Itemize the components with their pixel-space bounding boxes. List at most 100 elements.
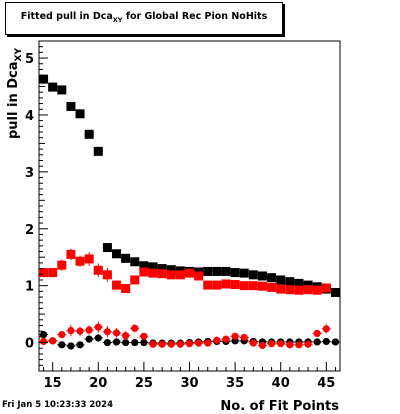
- data-point-circle: [331, 338, 340, 346]
- data-point-square: [239, 268, 249, 278]
- data-point-square: [203, 280, 213, 290]
- data-point-square: [212, 280, 222, 290]
- y-tick-label: 4: [25, 109, 34, 124]
- data-point-square: [330, 287, 340, 297]
- data-point-square: [166, 265, 176, 275]
- data-point-circle: [39, 337, 48, 346]
- x-tick-label: 15: [44, 376, 62, 391]
- x-tick-label: 45: [317, 376, 335, 391]
- y-tick-label: 2: [25, 223, 34, 238]
- data-point-square: [130, 275, 140, 285]
- data-point-circle: [76, 327, 84, 335]
- data-point-square: [248, 281, 258, 291]
- y-axis-label-sub: XY: [14, 48, 24, 62]
- data-point-circle: [112, 329, 121, 337]
- data-point-circle: [85, 326, 93, 334]
- data-point-circle: [322, 325, 330, 333]
- data-point-circle: [122, 338, 130, 347]
- data-point-square: [294, 285, 304, 295]
- data-point-circle: [167, 340, 175, 348]
- data-point-square: [75, 256, 85, 266]
- data-point-circle: [176, 340, 184, 348]
- data-point-square: [93, 265, 103, 275]
- x-tick-label: 25: [135, 376, 153, 391]
- data-point-square: [130, 257, 140, 267]
- data-point-square: [66, 249, 76, 259]
- data-point-square: [121, 284, 131, 293]
- data-point-square: [148, 268, 158, 278]
- data-point-square: [321, 283, 331, 293]
- data-point-square: [48, 268, 58, 278]
- data-point-square: [139, 261, 149, 271]
- data-point-square: [212, 266, 222, 276]
- x-axis-label: No. of Fit Points: [220, 399, 339, 414]
- chart-title-main: Fitted pull in Dca: [20, 11, 113, 22]
- timestamp: Fri Jan 5 10:23:33 2024: [2, 400, 114, 410]
- data-point-circle: [103, 328, 112, 336]
- data-point-square: [112, 280, 122, 290]
- data-point-circle: [49, 337, 57, 345]
- data-point-square: [230, 268, 240, 278]
- data-point-square: [276, 284, 286, 294]
- data-point-circle: [258, 341, 267, 349]
- data-point-circle: [204, 339, 212, 347]
- data-point-circle: [313, 338, 321, 346]
- data-point-square: [39, 268, 49, 278]
- data-point-circle: [122, 332, 130, 340]
- data-point-square: [239, 281, 249, 291]
- data-point-circle: [103, 338, 112, 347]
- chart-title-rest: for Global Rec Pion NoHits: [122, 11, 268, 22]
- data-point-circle: [222, 335, 230, 343]
- data-point-square: [139, 267, 149, 277]
- data-point-square: [84, 254, 94, 264]
- y-axis-label: pull in DcaXY: [6, 48, 24, 139]
- data-point-square: [102, 243, 112, 253]
- data-point-square: [57, 85, 67, 95]
- data-marks: [39, 74, 340, 350]
- data-point-square: [248, 270, 258, 280]
- data-point-square: [75, 109, 85, 119]
- x-tick-label: 30: [180, 376, 198, 391]
- y-tick-label: 0: [25, 337, 34, 352]
- data-point-square: [48, 82, 58, 92]
- data-point-square: [257, 281, 267, 291]
- data-point-square: [221, 279, 231, 289]
- data-point-square: [66, 101, 76, 111]
- y-tick-label: 5: [25, 52, 34, 67]
- data-point-circle: [277, 340, 285, 348]
- data-point-square: [230, 280, 240, 290]
- data-point-circle: [286, 341, 294, 349]
- data-point-circle: [158, 340, 166, 348]
- x-tick-label: 20: [89, 376, 107, 391]
- data-point-circle: [313, 329, 321, 338]
- data-point-square: [57, 260, 67, 270]
- x-tick-label: 40: [272, 376, 290, 391]
- data-point-circle: [322, 337, 330, 346]
- data-point-square: [166, 270, 176, 280]
- data-point-square: [221, 266, 231, 276]
- data-point-square: [121, 253, 131, 263]
- data-point-circle: [131, 338, 139, 347]
- data-point-circle: [112, 338, 121, 346]
- data-point-circle: [58, 330, 66, 339]
- data-point-square: [148, 262, 158, 272]
- data-point-circle: [67, 327, 75, 335]
- data-point-circle: [195, 339, 203, 347]
- data-point-circle: [94, 323, 102, 331]
- data-point-square: [267, 273, 277, 283]
- data-point-circle: [94, 334, 102, 342]
- data-point-circle: [185, 340, 194, 348]
- data-point-square: [267, 282, 277, 292]
- data-point-circle: [85, 335, 93, 343]
- data-point-circle: [76, 341, 84, 349]
- y-tick-label: 3: [25, 166, 34, 181]
- data-point-square: [312, 285, 322, 295]
- data-point-circle: [58, 341, 66, 349]
- data-point-square: [285, 285, 295, 295]
- data-point-square: [194, 271, 204, 281]
- chart-title-box: Fitted pull in DcaXY for Global Rec Pion…: [5, 2, 283, 35]
- data-point-square: [175, 270, 185, 280]
- y-tick-label: 1: [25, 280, 34, 295]
- data-point-square: [294, 278, 304, 288]
